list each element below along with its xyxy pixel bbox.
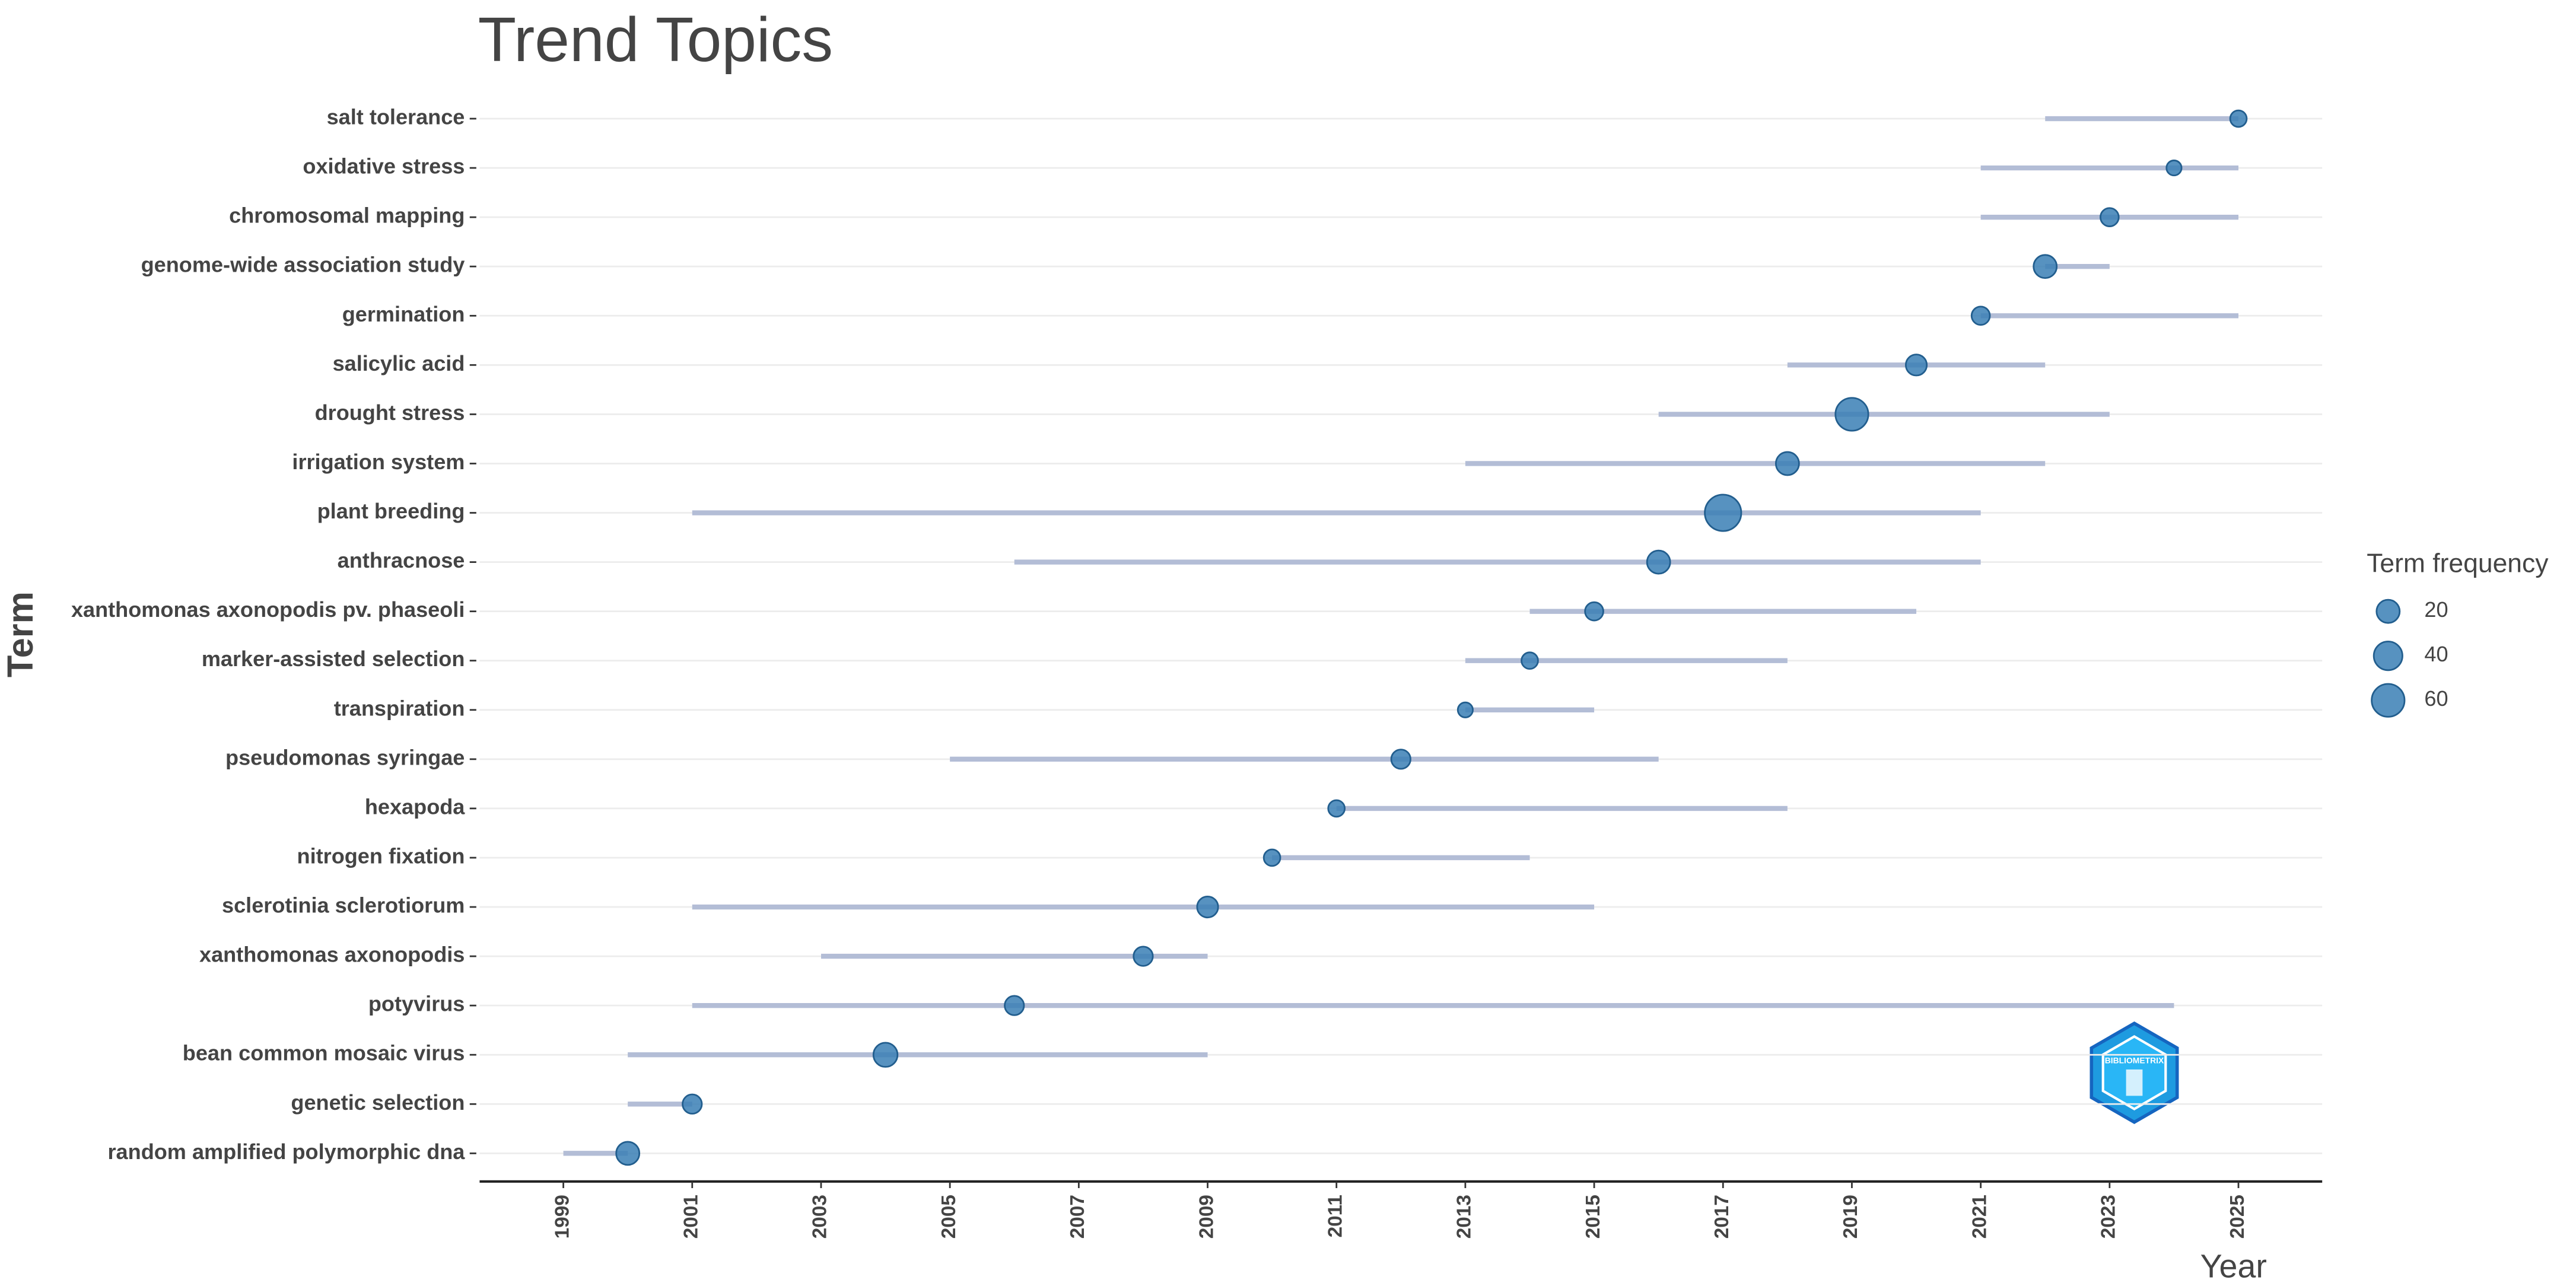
y-tick-label: salt tolerance: [327, 105, 465, 129]
y-axis-label: Term: [0, 591, 40, 677]
x-tick-label: 2019: [1840, 1195, 1862, 1239]
point: [2165, 160, 2183, 177]
legend-label: 40: [2424, 642, 2448, 666]
x-tick-label: 2007: [1067, 1195, 1089, 1239]
y-tick-label: nitrogen fixation: [297, 844, 465, 868]
point: [1004, 995, 1025, 1016]
point: [2033, 254, 2058, 279]
point: [1133, 946, 1154, 967]
logo: BIBLIOMETRIX: [2090, 1021, 2179, 1125]
y-tick-label: potyvirus: [368, 992, 465, 1016]
y-tick-label: xanthomonas axonopodis: [199, 943, 465, 967]
point: [615, 1141, 641, 1166]
x-tick-label: 2025: [2227, 1195, 2249, 1239]
point: [682, 1093, 703, 1115]
y-tick-label: sclerotinia sclerotiorum: [222, 893, 465, 918]
logo-text: BIBLIOMETRIX: [2105, 1056, 2164, 1065]
point: [1456, 701, 1474, 718]
x-tick-label: 2021: [1968, 1195, 1990, 1239]
point: [2100, 207, 2120, 227]
y-tick-label: chromosomal mapping: [229, 203, 465, 228]
y-tick-label: genetic selection: [291, 1090, 465, 1115]
x-axis-label: Year: [2200, 1248, 2267, 1285]
legend-key: [2373, 641, 2403, 671]
legend-key: [2371, 683, 2406, 718]
point: [1774, 451, 1800, 476]
x-tick-label: 2003: [809, 1195, 831, 1239]
y-tick-label: transpiration: [334, 696, 465, 720]
legend-key: [2375, 599, 2401, 624]
x-tick-label: 1999: [551, 1195, 573, 1239]
point: [1327, 799, 1346, 818]
legend-label: 60: [2424, 686, 2448, 711]
y-tick-label: irrigation system: [292, 450, 465, 474]
point: [1704, 494, 1742, 532]
y-tick-label: plant breeding: [317, 499, 465, 523]
y-tick-label: anthracnose: [338, 548, 465, 572]
chart-title: Trend Topics: [478, 5, 833, 75]
x-tick-label: 2017: [1711, 1195, 1733, 1239]
y-tick-label: pseudomonas syringae: [225, 745, 465, 769]
x-tick-label: 2015: [1582, 1195, 1604, 1239]
legend-title: Term frequency: [2367, 549, 2549, 578]
point: [1196, 895, 1219, 919]
y-tick-label: hexapoda: [365, 794, 465, 819]
y-tick-label: oxidative stress: [303, 154, 465, 179]
logo-tower: [2126, 1069, 2143, 1096]
legend-label: 20: [2424, 597, 2448, 622]
x-tick-label: 2005: [938, 1195, 960, 1239]
point: [1970, 305, 1991, 326]
point: [1390, 749, 1411, 770]
point: [2229, 109, 2248, 128]
x-tick-label: 2011: [1324, 1195, 1346, 1237]
y-tick-label: bean common mosaic virus: [183, 1041, 465, 1065]
point: [1904, 354, 1928, 377]
x-tick-label: 2001: [680, 1195, 702, 1239]
point: [1834, 397, 1869, 432]
point: [1584, 601, 1604, 622]
y-tick-label: xanthomonas axonopodis pv. phaseoli: [71, 597, 465, 622]
point: [1646, 549, 1671, 575]
x-tick-label: 2023: [2098, 1195, 2120, 1239]
point: [1521, 651, 1539, 670]
y-tick-label: marker-assisted selection: [202, 647, 465, 671]
y-tick-label: genome-wide association study: [141, 253, 465, 277]
y-tick-label: germination: [342, 302, 465, 326]
point: [872, 1042, 899, 1068]
point: [1262, 848, 1281, 867]
x-tick-label: 2009: [1195, 1195, 1217, 1239]
y-tick-label: salicylic acid: [333, 351, 465, 375]
x-tick-label: 2013: [1454, 1195, 1475, 1239]
y-tick-label: drought stress: [315, 400, 465, 425]
y-tick-label: random amplified polymorphic dna: [108, 1139, 466, 1164]
